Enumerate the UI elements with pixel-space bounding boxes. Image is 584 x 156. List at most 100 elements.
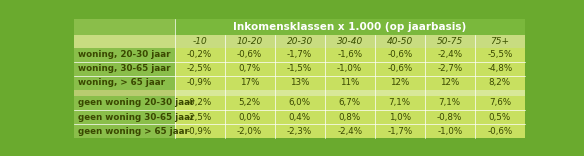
Bar	[425, 62, 475, 76]
Text: -5,5%: -5,5%	[487, 50, 513, 59]
Text: -2,7%: -2,7%	[437, 64, 463, 73]
Text: 0,8%: 0,8%	[339, 112, 361, 122]
Bar	[475, 76, 525, 90]
Text: geen woning 30-65 jaar: geen woning 30-65 jaar	[78, 112, 194, 122]
Bar	[325, 124, 375, 138]
Bar	[425, 90, 475, 96]
Bar	[225, 62, 274, 76]
Text: -0,8%: -0,8%	[437, 112, 463, 122]
Bar	[375, 62, 425, 76]
Text: -0,6%: -0,6%	[387, 50, 412, 59]
Bar	[225, 48, 274, 62]
Bar	[425, 96, 475, 110]
Bar	[175, 110, 225, 124]
Text: 0,4%: 0,4%	[288, 112, 311, 122]
Bar	[325, 48, 375, 62]
Bar	[74, 110, 175, 124]
Bar	[74, 96, 175, 110]
Bar	[375, 48, 425, 62]
Bar	[74, 76, 175, 90]
Bar	[425, 76, 475, 90]
Text: -1,6%: -1,6%	[337, 50, 362, 59]
Bar	[225, 76, 274, 90]
Text: -0,6%: -0,6%	[237, 50, 262, 59]
Bar	[425, 35, 475, 48]
Bar	[425, 110, 475, 124]
Bar	[274, 35, 325, 48]
Text: -2,5%: -2,5%	[187, 112, 212, 122]
Text: geen woning > 65 jaar: geen woning > 65 jaar	[78, 127, 189, 136]
Bar	[74, 90, 175, 96]
Text: woning, 30-65 jaar: woning, 30-65 jaar	[78, 64, 170, 73]
Bar	[375, 90, 425, 96]
Text: 13%: 13%	[290, 78, 310, 87]
Bar	[175, 90, 225, 96]
Text: -0,6%: -0,6%	[387, 64, 412, 73]
Bar	[425, 48, 475, 62]
Text: Inkomensklassen x 1.000 (op jaarbasis): Inkomensklassen x 1.000 (op jaarbasis)	[233, 22, 466, 32]
Bar	[325, 110, 375, 124]
Bar	[225, 35, 274, 48]
Text: 17%: 17%	[240, 78, 259, 87]
Bar	[475, 90, 525, 96]
Bar	[175, 76, 225, 90]
Text: 30-40: 30-40	[336, 37, 363, 46]
Bar	[274, 76, 325, 90]
Bar	[274, 124, 325, 138]
Bar	[325, 96, 375, 110]
Text: -1,7%: -1,7%	[387, 127, 412, 136]
Text: woning, 20-30 jaar: woning, 20-30 jaar	[78, 50, 170, 59]
Text: 75+: 75+	[491, 37, 509, 46]
Text: 8,2%: 8,2%	[489, 78, 511, 87]
Text: 7,6%: 7,6%	[489, 98, 511, 107]
Text: geen woning 20-30 jaar: geen woning 20-30 jaar	[78, 98, 194, 107]
Text: 10-20: 10-20	[237, 37, 263, 46]
Text: 0,7%: 0,7%	[238, 64, 260, 73]
Text: -2,4%: -2,4%	[337, 127, 362, 136]
Text: 11%: 11%	[340, 78, 359, 87]
Bar	[325, 90, 375, 96]
Bar	[475, 110, 525, 124]
Text: 20-30: 20-30	[287, 37, 313, 46]
Text: 0,5%: 0,5%	[489, 112, 511, 122]
Bar	[325, 62, 375, 76]
Bar	[175, 124, 225, 138]
Text: -0,6%: -0,6%	[487, 127, 512, 136]
Text: -0,9%: -0,9%	[187, 127, 212, 136]
Text: -4,8%: -4,8%	[487, 64, 512, 73]
Text: 12%: 12%	[440, 78, 460, 87]
Bar	[274, 62, 325, 76]
Bar	[74, 48, 175, 62]
Text: -2,3%: -2,3%	[287, 127, 312, 136]
Text: -0,9%: -0,9%	[187, 78, 212, 87]
Bar	[375, 96, 425, 110]
Text: -1,0%: -1,0%	[337, 64, 362, 73]
Text: -1,7%: -1,7%	[287, 50, 312, 59]
Bar	[475, 35, 525, 48]
Text: woning, > 65 jaar: woning, > 65 jaar	[78, 78, 165, 87]
Text: -2,5%: -2,5%	[187, 64, 212, 73]
Text: -2,4%: -2,4%	[437, 50, 463, 59]
Text: 6,0%: 6,0%	[288, 98, 311, 107]
Text: 50-75: 50-75	[437, 37, 463, 46]
Bar	[225, 124, 274, 138]
Text: -0,2%: -0,2%	[187, 98, 212, 107]
Bar	[225, 96, 274, 110]
Bar	[175, 62, 225, 76]
Text: 1,0%: 1,0%	[389, 112, 411, 122]
Bar	[475, 96, 525, 110]
Bar	[375, 124, 425, 138]
Bar	[475, 124, 525, 138]
Bar	[274, 110, 325, 124]
Text: 0,0%: 0,0%	[238, 112, 260, 122]
Bar	[175, 35, 225, 48]
Bar	[175, 96, 225, 110]
Bar	[274, 48, 325, 62]
Bar	[375, 110, 425, 124]
Bar	[375, 76, 425, 90]
Bar	[375, 35, 425, 48]
Text: 5,2%: 5,2%	[238, 98, 260, 107]
Bar	[225, 110, 274, 124]
Text: 7,1%: 7,1%	[439, 98, 461, 107]
Text: -0,2%: -0,2%	[187, 50, 212, 59]
